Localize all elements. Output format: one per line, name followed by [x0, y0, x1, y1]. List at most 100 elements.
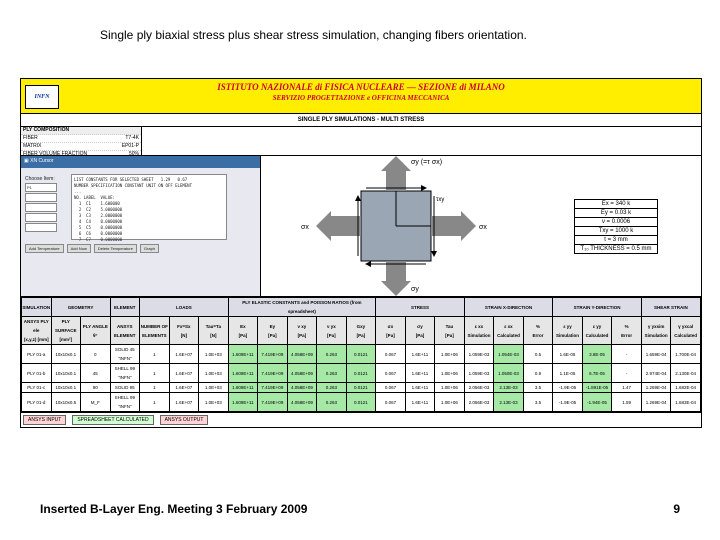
svg-text:σx: σx — [479, 224, 487, 231]
col-header: %Error — [523, 317, 553, 345]
col-group: STRESS — [376, 298, 465, 317]
comp-key: MATRIX — [23, 143, 42, 150]
input-p2[interactable] — [25, 193, 57, 202]
col-group: SHEAR STRAIN — [641, 298, 700, 317]
col-header: Tau=Ta[N] — [199, 317, 229, 345]
table-cell: 1.0E+06 — [435, 364, 465, 383]
col-header: ε yySimulation — [553, 317, 583, 345]
col-header: %Error — [612, 317, 642, 345]
table-cell: 0.0121 — [346, 383, 376, 393]
table-cell: 1.0E+06 — [435, 345, 465, 364]
table-cell: 0.263 — [317, 345, 347, 364]
table-cell: 0.263 — [317, 393, 347, 412]
table-cell: 1.609E+11 — [228, 345, 258, 364]
col-header: γ yxcalCalculated — [671, 317, 701, 345]
table-cell: 1.0E+06 — [435, 383, 465, 393]
table-cell: 1.269E-04 — [641, 393, 671, 412]
table-cell: 1.054E-03 — [494, 345, 524, 364]
table-row: PLY 01-d10x10x0.5M_FSHELL 99 "INFN"11.6E… — [22, 393, 701, 412]
table-cell: 0.067 — [376, 345, 406, 364]
input-p3[interactable] — [25, 203, 57, 212]
col-group: STRAIN Y-DIRECTION — [553, 298, 642, 317]
table-cell: PLY 01-a — [22, 345, 52, 364]
table-cell: 2.13E-03 — [494, 383, 524, 393]
table-cell: 0 — [81, 345, 111, 364]
diagram-panel: x y σx σx σy (=τ σx) σy τxy — [261, 156, 701, 296]
svg-text:σy: σy — [411, 286, 419, 293]
ansys-dialog-mock: ▣ XN Cursor Choose Item: P1 LIST CONSTAN… — [21, 156, 261, 296]
table-cell: 1.059E-03 — [464, 364, 494, 383]
infn-logo-icon: INFN — [25, 85, 59, 109]
col-header: Tau[Pa] — [435, 317, 465, 345]
table-cell: 6.7E-05 — [582, 364, 612, 383]
col-header: ANSYS PLY ele(x,y,z) [mm] — [22, 317, 52, 345]
svg-text:σx: σx — [301, 224, 309, 231]
col-header: Gxy[Pa] — [346, 317, 376, 345]
table-row: PLY 01-b10x10x0.145SHELL 99 "INFN"11.6E+… — [22, 364, 701, 383]
table-cell: PLY 01-d — [22, 393, 52, 412]
table-cell: 1.0E+03 — [199, 383, 229, 393]
dialog-output-text: LIST CONSTANTS FOR SELECTED SHEET 1.29 0… — [71, 174, 227, 240]
comp-key: FIBER — [23, 135, 38, 142]
table-cell: 1 — [140, 364, 170, 383]
institute-line2: SERVIZIO PROGETTAZIONE e OFFICINA MECCAN… — [21, 93, 701, 103]
table-cell: 3.8E-05 — [582, 345, 612, 364]
sheet-title: SINGLE PLY SIMULATIONS - MULTI STRESS — [21, 114, 701, 127]
input-p4[interactable] — [25, 213, 57, 222]
col-header: ε xxCalculated — [494, 317, 524, 345]
table-cell: 1.6E+07 — [169, 383, 199, 393]
table-cell: 1 — [140, 345, 170, 364]
table-cell: SOLID 95 — [110, 383, 140, 393]
table-cell: 4.058E+09 — [287, 364, 317, 383]
add-now-button[interactable]: Add Now — [67, 244, 91, 253]
table-cell: 10x10x0.1 — [51, 345, 81, 364]
input-p5[interactable] — [25, 223, 57, 232]
table-row: PLY 01-c10x10x0.190SOLID 9511.6E+071.0E+… — [22, 383, 701, 393]
table-cell: 0.0121 — [346, 345, 376, 364]
table-cell: 1.0E+03 — [199, 393, 229, 412]
institute-header: INFN ISTITUTO NAZIONALE di FISICA NUCLEA… — [21, 79, 701, 114]
table-cell: 7.419E+09 — [258, 393, 288, 412]
table-cell: 0.5 — [523, 345, 553, 364]
add-temperature-button[interactable]: Add Temperature — [25, 244, 64, 253]
col-header: ν yx[Pa] — [317, 317, 347, 345]
table-cell: 4.058E+09 — [287, 383, 317, 393]
col-group: GEOMETRY — [51, 298, 110, 317]
ply-composition-block: PLY COMPOSITION FIBERT7-4K MATRIXEP01-P … — [21, 127, 701, 156]
results-table: SIMULATIONGEOMETRYELEMENTLOADSPLY ELASTI… — [21, 297, 701, 412]
table-cell: M_F — [81, 393, 111, 412]
table-cell: 4.058E+09 — [287, 393, 317, 412]
table-cell: -1.9E-05 — [553, 383, 583, 393]
input-p1[interactable]: P1 — [25, 183, 57, 192]
graph-button[interactable]: Graph — [140, 244, 159, 253]
table-cell: PLY 01-b — [22, 364, 52, 383]
table-cell: 1.6E+11 — [405, 345, 435, 364]
table-cell: - — [612, 345, 642, 364]
table-cell: 0.263 — [317, 383, 347, 393]
table-cell: 2.130E-04 — [671, 364, 701, 383]
table-cell: 4.058E+09 — [287, 345, 317, 364]
table-cell: 1.682E-04 — [671, 383, 701, 393]
param-row: Ey = 0.03 k — [574, 208, 658, 217]
table-cell: 1.269E-04 — [641, 383, 671, 393]
table-cell: 1.6E+11 — [405, 364, 435, 383]
table-cell: 1.659E-04 — [641, 345, 671, 364]
table-cell: 1.6E+07 — [169, 393, 199, 412]
table-cell: 1.47 — [612, 383, 642, 393]
table-cell: -1.891E-05 — [582, 383, 612, 393]
col-header: NUMBER OFELEMENTS — [140, 317, 170, 345]
col-header: PLY ANGLEθ° — [81, 317, 111, 345]
table-cell: -1.94E-05 — [582, 393, 612, 412]
col-header: σy[Pa] — [405, 317, 435, 345]
table-cell: PLY 01-c — [22, 383, 52, 393]
table-cell: 2.13E-03 — [494, 393, 524, 412]
col-header: Ey[Pa] — [258, 317, 288, 345]
col-header: Fx=Sx[N] — [169, 317, 199, 345]
param-row: Txy = 1000 k — [574, 226, 658, 235]
delete-temperature-button[interactable]: Delete Temperature — [94, 244, 137, 253]
col-header: γ yxsimSimulation — [641, 317, 671, 345]
slide-title: Single ply biaxial stress plus shear str… — [100, 28, 680, 42]
footer-left: Inserted B-Layer Eng. Meeting 3 February… — [40, 502, 307, 516]
table-cell: 0.067 — [376, 393, 406, 412]
mid-section: ▣ XN Cursor Choose Item: P1 LIST CONSTAN… — [21, 156, 701, 297]
